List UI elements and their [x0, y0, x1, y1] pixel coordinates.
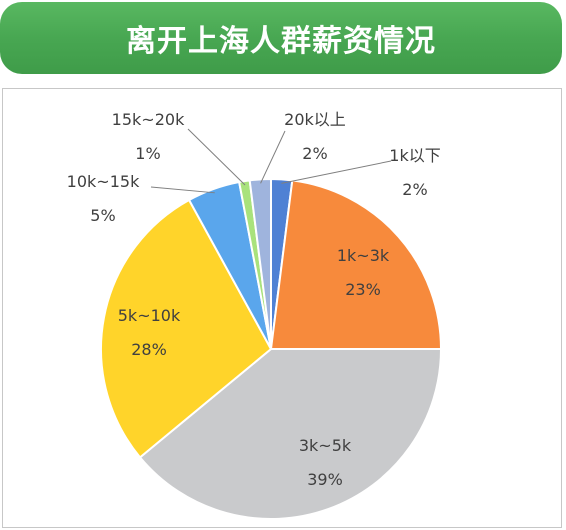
chart-title: 离开上海人群薪资情况	[126, 24, 436, 59]
slice-label: 15k~20k	[112, 110, 185, 129]
slice-label: 5k~10k	[118, 306, 181, 325]
leader-line	[187, 128, 246, 186]
slice-value-label: 23%	[345, 280, 381, 299]
slice-value-label: 2%	[402, 180, 427, 199]
slice-label: 1k~3k	[337, 246, 390, 265]
slice-label: 20k以上	[284, 110, 346, 129]
leader-line	[150, 186, 215, 194]
pie-slice	[269, 179, 443, 350]
pie-slice	[100, 198, 273, 459]
pie-slice	[248, 177, 272, 350]
slice-value-label: 28%	[131, 340, 167, 359]
chart-panel: 1k以下 2% 1k~3k 23% 3k~5k 39% 5k~10k 28% 10k~15k 5%…	[2, 88, 562, 528]
chart-title-banner: 离开上海人群薪资情况	[0, 2, 562, 74]
slice-label: 3k~5k	[299, 436, 352, 455]
slice-label: 10k~15k	[67, 172, 140, 191]
slice-value-label: 5%	[90, 206, 115, 225]
pie-chart: 1k以下 2% 1k~3k 23% 3k~5k 39% 5k~10k 28% 10k~15k 5%…	[67, 110, 443, 520]
slice-value-label: 39%	[307, 470, 343, 489]
slice-label: 1k以下	[389, 146, 440, 165]
slice-value-label: 2%	[302, 144, 327, 163]
leader-line	[281, 160, 392, 184]
leader-line	[260, 130, 286, 184]
slice-value-label: 1%	[135, 144, 160, 163]
pie-slice	[138, 348, 443, 520]
